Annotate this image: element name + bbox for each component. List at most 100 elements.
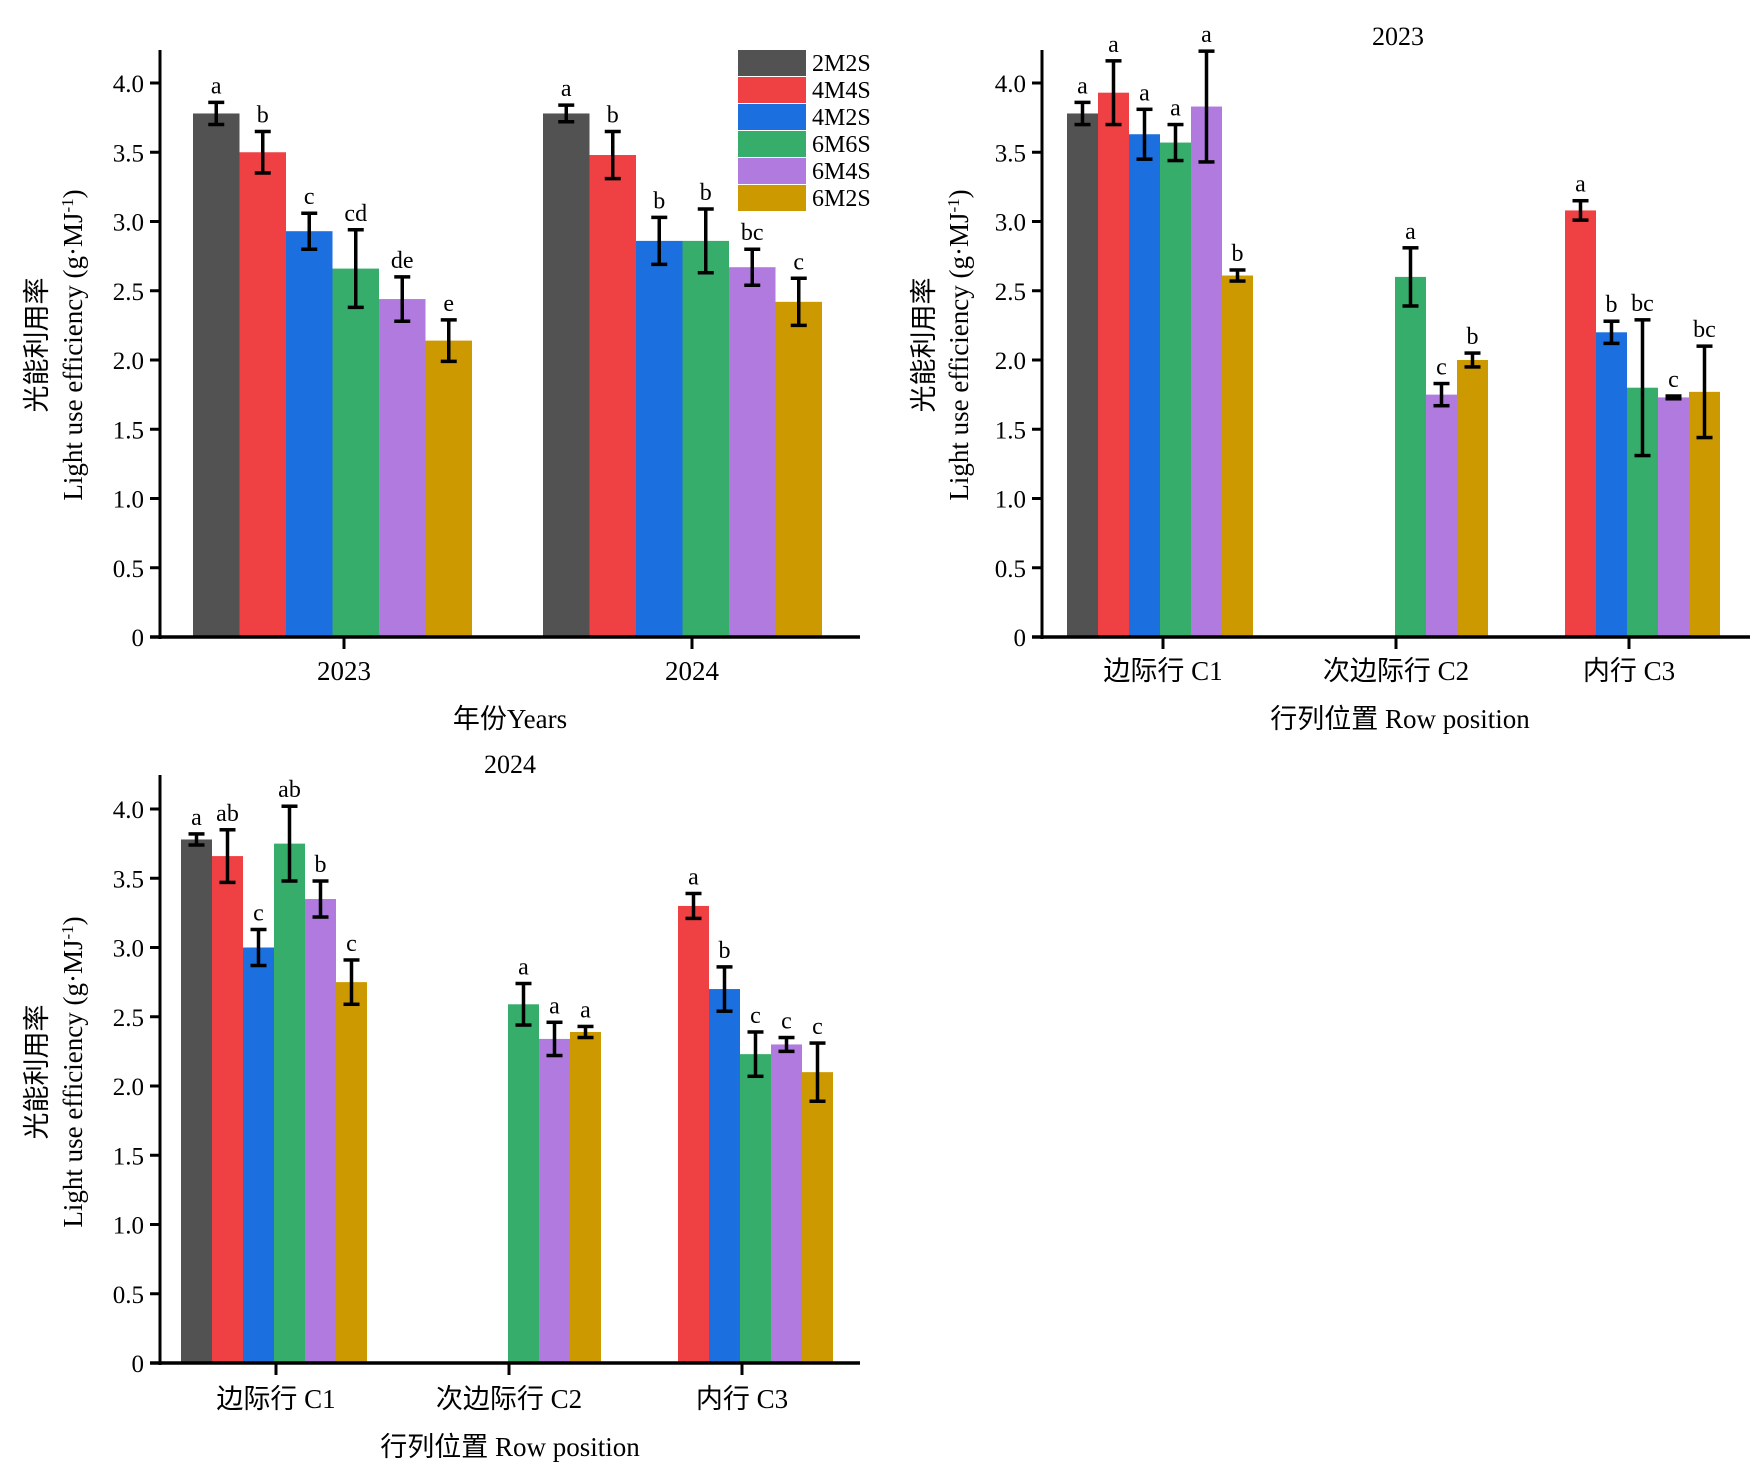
x-axis-title: 年份Years	[453, 704, 567, 734]
y-axis-title-en-main: Light use efficiency (g·MJ	[58, 940, 88, 1228]
bar-4M4S-3	[1565, 210, 1596, 638]
bar-6M4S-1	[379, 299, 426, 637]
significance-letter: a	[518, 955, 529, 981]
x-tick-label: 边际行 C1	[216, 1384, 335, 1414]
legend-label: 6M4S	[812, 159, 871, 185]
y-tick-label: 1.0	[113, 1213, 144, 1240]
bar-4M4S-2	[589, 155, 636, 637]
error-bar	[1634, 318, 1651, 458]
bar-2M2S-1	[1067, 113, 1098, 638]
error-bar	[1198, 49, 1215, 164]
legend-label: 4M4S	[812, 78, 871, 104]
y-tick-label: 1.5	[113, 417, 144, 444]
y-axis-title-cn: 光能利用率	[22, 278, 52, 413]
legend-label: 6M6S	[812, 132, 871, 158]
significance-letter: a	[1077, 73, 1088, 99]
error-bar	[1603, 319, 1620, 346]
error-bar	[1696, 344, 1713, 440]
y-tick-label: 2.5	[113, 279, 144, 306]
x-tick-label: 内行 C3	[696, 1384, 788, 1414]
y-tick-label: 2.0	[995, 348, 1026, 375]
error-bar	[347, 228, 364, 310]
error-bar	[604, 129, 621, 181]
bar-4M2S-1	[243, 947, 274, 1363]
legend-swatch-2M2S	[738, 50, 806, 76]
y-axis-title-en: Light use efficiency (g·MJ-1)	[58, 916, 89, 1227]
y-tick-label: 1.5	[113, 1143, 144, 1170]
legend-item-6M6S: 6M6S	[738, 131, 871, 158]
y-tick-label: 0	[1014, 625, 1027, 652]
y-tick-label: 1.0	[995, 487, 1026, 514]
y-tick-label: 3.0	[995, 210, 1026, 237]
significance-letter: a	[1108, 32, 1119, 58]
legend-label: 6M2S	[812, 186, 871, 212]
panel-years: a ab bc bcdbdebcec00.51.01.52.02.53.03.54.0…	[22, 50, 860, 734]
y-tick-label: 4.0	[995, 71, 1026, 98]
y-tick-label: 0	[132, 1351, 145, 1378]
error-bar	[1402, 246, 1419, 308]
x-tick-label: 次边际行 C2	[1323, 656, 1469, 686]
significance-letter: a	[1201, 22, 1212, 48]
y-tick-label: 2.5	[995, 279, 1026, 306]
legend-swatch-4M4S	[738, 77, 806, 103]
bar-4M2S-3	[1596, 332, 1627, 637]
bar-6M6S-2	[508, 1004, 539, 1363]
error-bar	[250, 927, 267, 968]
significance-letter: a	[561, 76, 572, 102]
y-tick-label: 2.0	[113, 348, 144, 375]
error-bar	[1074, 100, 1091, 127]
significance-letter: c	[346, 931, 357, 957]
x-axis-title: 行列位置 Row position	[1270, 704, 1530, 734]
error-bar	[716, 965, 733, 1013]
bar-6M4S-2	[729, 267, 776, 637]
bar-4M2S-1	[286, 231, 333, 637]
y-tick-label: 2.0	[113, 1074, 144, 1101]
y-tick-label: 1.0	[113, 487, 144, 514]
significance-letter: a	[1139, 80, 1150, 106]
bar-4M2S-3	[709, 989, 740, 1363]
bar-6M2S-1	[336, 982, 367, 1363]
bar-6M6S-2	[682, 240, 729, 637]
error-bar	[343, 958, 360, 1007]
error-bar	[1136, 107, 1153, 161]
error-bar	[1433, 381, 1450, 408]
bar-6M2S-1	[425, 340, 472, 637]
error-bar	[1572, 198, 1589, 222]
legend-label: 4M2S	[812, 105, 871, 131]
error-bar	[1464, 351, 1481, 369]
significance-letter: a	[191, 805, 202, 831]
legend-swatch-6M6S	[738, 131, 806, 157]
legend-swatch-6M4S	[738, 158, 806, 184]
error-bar	[515, 981, 532, 1027]
legend-item-6M2S: 6M2S	[738, 185, 871, 212]
bar-4M4S-1	[239, 152, 286, 637]
bar-2M2S-1	[181, 839, 212, 1363]
y-tick-label: 0.5	[113, 1282, 144, 1309]
error-bar	[577, 1024, 594, 1040]
error-bar	[1229, 268, 1246, 283]
significance-letter: b	[1467, 324, 1479, 350]
y-axis-title-en: Light use efficiency (g·MJ-1)	[58, 189, 89, 500]
x-tick-label: 边际行 C1	[1103, 656, 1222, 686]
y-tick-label: 4.0	[113, 71, 144, 98]
y-tick-label: 0.5	[113, 556, 144, 583]
error-bar	[219, 828, 236, 885]
y-axis-title-en-superscript: -1	[944, 198, 963, 212]
significance-letter: a	[549, 993, 560, 1019]
x-tick-label: 次边际行 C2	[436, 1384, 582, 1414]
error-bar	[188, 832, 205, 847]
legend-swatch-6M2S	[738, 185, 806, 211]
significance-letter: b	[257, 102, 269, 128]
panel-title: 2023	[1372, 22, 1424, 51]
significance-letter: a	[580, 997, 591, 1023]
significance-letter: c	[1668, 367, 1679, 393]
y-tick-label: 3.5	[113, 140, 144, 167]
bar-2M2S-1	[193, 113, 240, 638]
significance-letter: c	[253, 900, 264, 926]
error-bar	[744, 247, 761, 287]
significance-letter: c	[793, 249, 804, 275]
y-axis-title-en-close: )	[58, 916, 88, 925]
error-bar	[1665, 394, 1682, 401]
